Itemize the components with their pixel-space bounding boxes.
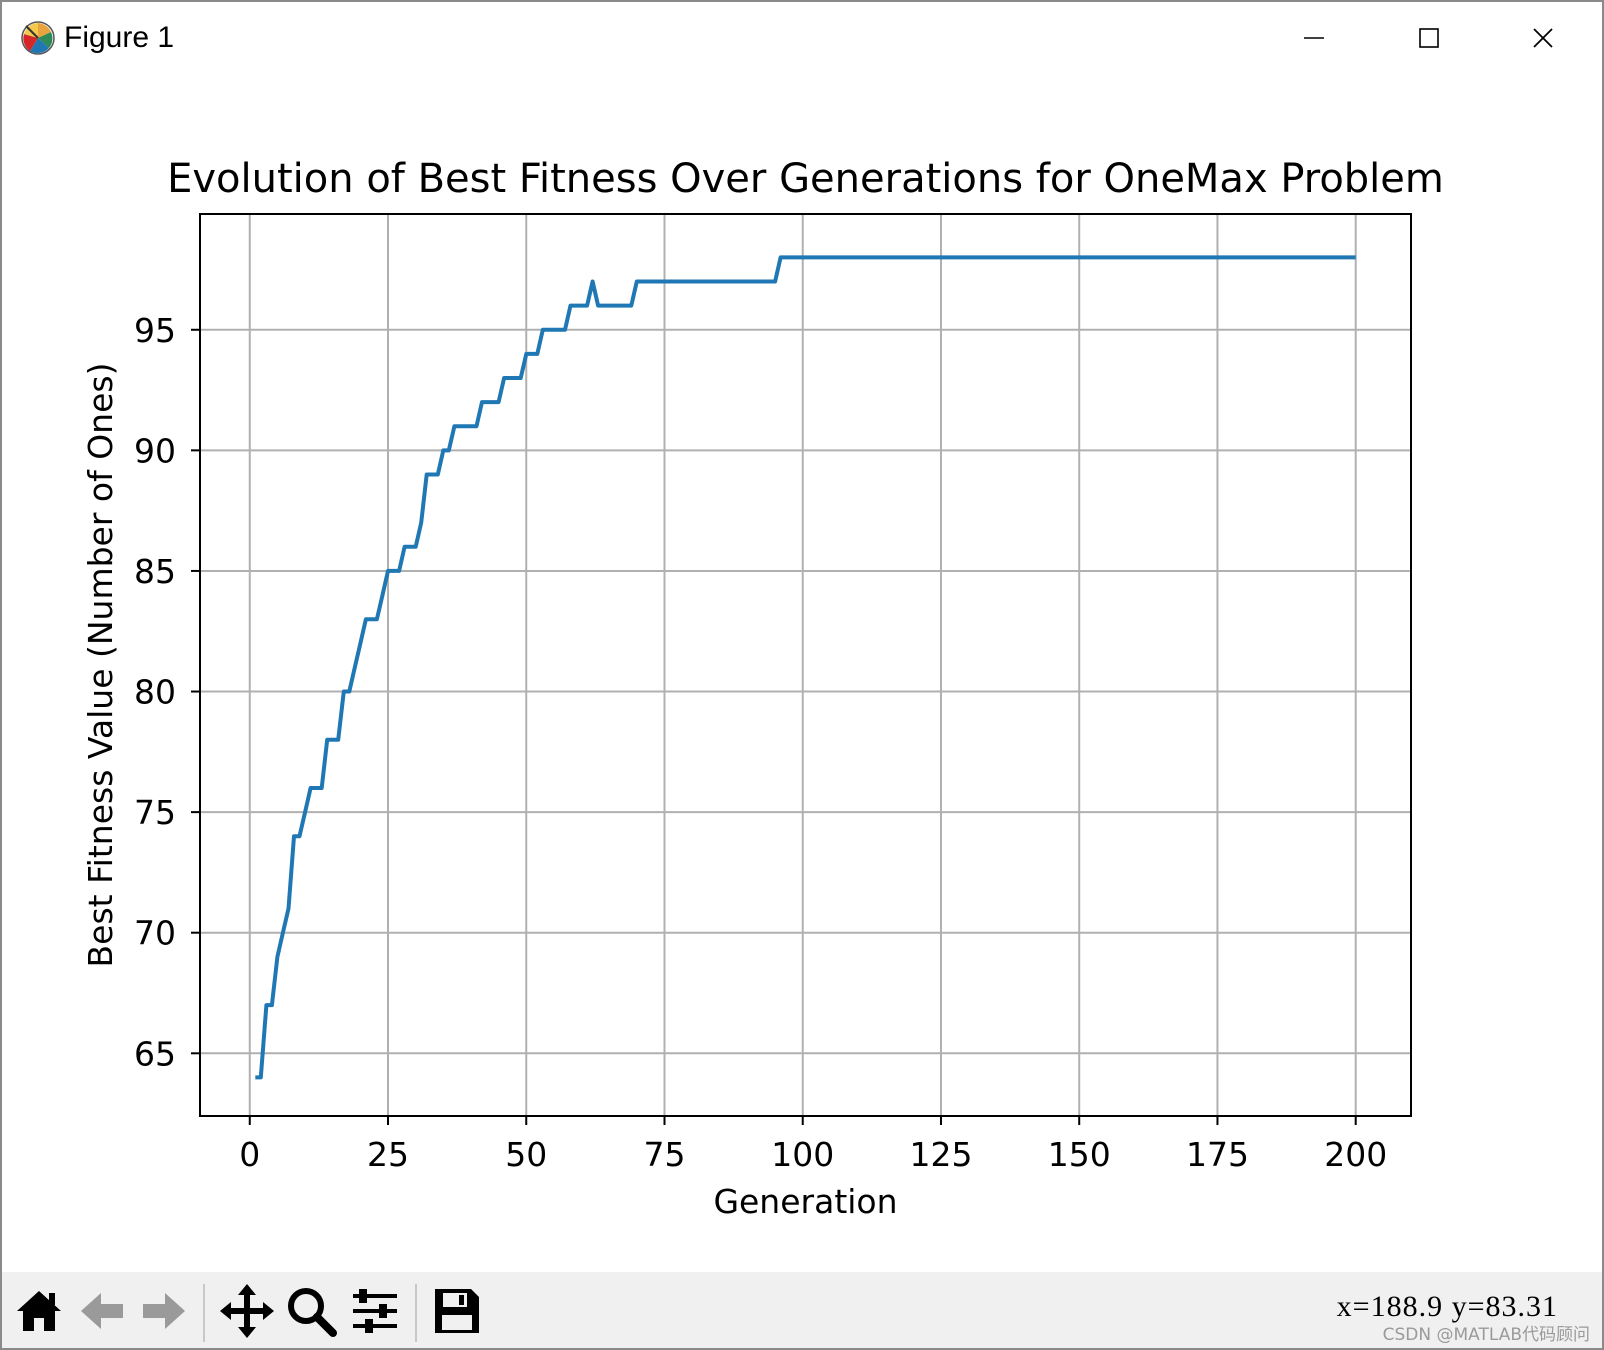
x-tick-label: 50 bbox=[505, 1135, 547, 1174]
forward-button[interactable] bbox=[132, 1280, 194, 1342]
y-tick-label: 65 bbox=[134, 1034, 176, 1073]
close-icon bbox=[1533, 28, 1553, 48]
title-bar: Figure 1 bbox=[2, 2, 1602, 74]
x-tick-label: 100 bbox=[771, 1135, 834, 1174]
configure-subplots-button[interactable] bbox=[344, 1280, 406, 1342]
axes-frame bbox=[199, 213, 1412, 1117]
x-axis-label: Generation bbox=[713, 1182, 897, 1221]
x-tick-label: 25 bbox=[367, 1135, 409, 1174]
save-floppy-icon bbox=[435, 1289, 479, 1333]
zoom-magnifier-icon bbox=[288, 1288, 337, 1337]
x-tick-label: 150 bbox=[1048, 1135, 1111, 1174]
figure-canvas[interactable]: 0 25 50 75 100 125 150 175 200 65 70 75 80 85 90 95 Evo… bbox=[2, 74, 1602, 1272]
plot-lines bbox=[255, 255, 1356, 1080]
forward-arrow-icon bbox=[143, 1293, 185, 1329]
x-tick-label: 0 bbox=[239, 1135, 260, 1174]
ticks: 0 25 50 75 100 125 150 175 200 65 70 75 80 85 90 95 bbox=[134, 311, 1387, 1174]
toolbar-separator bbox=[203, 1284, 205, 1342]
back-arrow-icon bbox=[81, 1293, 123, 1329]
toolbar-separator bbox=[415, 1284, 417, 1342]
matplotlib-logo-icon bbox=[20, 20, 56, 56]
grid bbox=[200, 214, 1411, 1116]
x-tick-label: 175 bbox=[1186, 1135, 1249, 1174]
minimize-button[interactable] bbox=[1257, 2, 1371, 74]
zoom-button[interactable] bbox=[280, 1280, 342, 1342]
x-tick-label: 200 bbox=[1324, 1135, 1387, 1174]
cursor-coordinates: x=188.9 y=83.31 bbox=[1336, 1290, 1558, 1323]
watermark: CSDN @MATLAB代码顾问 bbox=[1382, 1325, 1590, 1345]
maximize-icon bbox=[1419, 28, 1439, 48]
y-tick-label: 70 bbox=[134, 914, 176, 953]
configure-subplots-icon bbox=[353, 1289, 397, 1333]
y-tick-label: 95 bbox=[134, 311, 176, 350]
y-tick-label: 80 bbox=[134, 673, 176, 712]
save-button[interactable] bbox=[426, 1280, 488, 1342]
y-tick-label: 85 bbox=[134, 552, 176, 591]
navigation-toolbar: x=188.9 y=83.31 CSDN @MATLAB代码顾问 bbox=[2, 1272, 1602, 1348]
pan-move-icon bbox=[220, 1284, 274, 1338]
x-tick-label: 75 bbox=[643, 1135, 685, 1174]
fitness-series-line bbox=[255, 255, 1356, 1080]
maximize-button[interactable] bbox=[1372, 2, 1486, 74]
line-chart: 0 25 50 75 100 125 150 175 200 65 70 75 80 85 90 95 Evo… bbox=[81, 156, 1444, 1221]
window-title: Figure 1 bbox=[64, 21, 175, 54]
y-tick-label: 75 bbox=[134, 793, 176, 832]
home-icon bbox=[17, 1291, 61, 1331]
back-button[interactable] bbox=[72, 1280, 134, 1342]
y-axis-label: Best Fitness Value (Number of Ones) bbox=[81, 363, 120, 968]
minimize-icon bbox=[1304, 37, 1324, 39]
chart-title: Evolution of Best Fitness Over Generatio… bbox=[167, 156, 1444, 202]
y-tick-label: 90 bbox=[134, 431, 176, 470]
pan-button[interactable] bbox=[216, 1280, 278, 1342]
x-tick-label: 125 bbox=[909, 1135, 972, 1174]
home-button[interactable] bbox=[8, 1280, 70, 1342]
close-button[interactable] bbox=[1486, 2, 1600, 74]
